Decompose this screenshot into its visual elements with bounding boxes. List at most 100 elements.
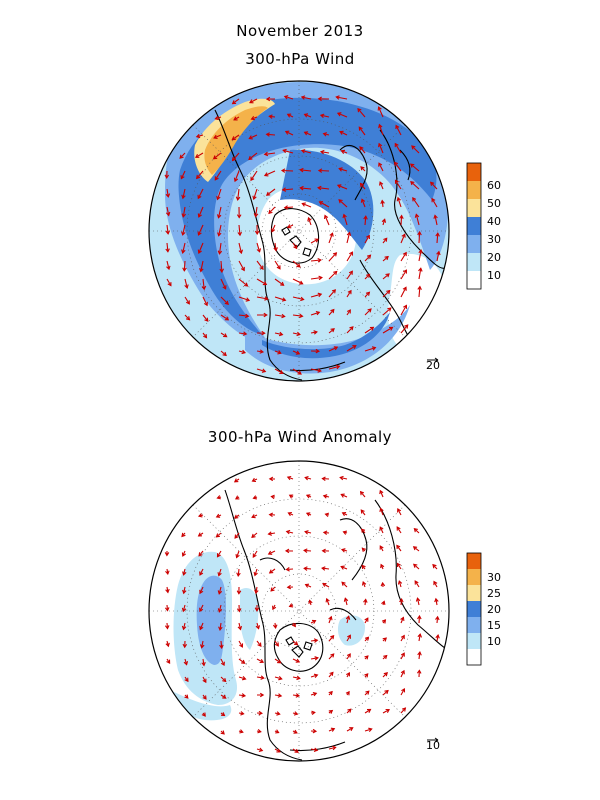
wind-vector-head xyxy=(237,231,242,237)
wind-vector-head xyxy=(321,548,326,554)
wind-vector-head xyxy=(166,659,171,665)
wind-vector-head xyxy=(203,334,208,339)
wind-vector-head xyxy=(241,693,247,698)
wind-vector-head xyxy=(364,617,369,622)
wind-vector-head xyxy=(201,712,206,717)
wind-vector-head xyxy=(328,709,334,714)
wind-vector-head xyxy=(341,581,346,586)
wind-vector-head xyxy=(165,230,171,235)
wind-vector xyxy=(310,293,322,298)
wind-vector-head xyxy=(265,96,271,102)
wind-vector-head xyxy=(336,184,342,189)
wind-vector xyxy=(341,581,348,588)
wind-vector-head xyxy=(282,148,287,154)
wind-vector xyxy=(255,206,258,217)
wind-vector-head xyxy=(277,693,283,698)
wind-vector-head xyxy=(217,572,222,577)
wind-vector-head xyxy=(313,747,319,753)
wind-vector-head xyxy=(311,710,316,716)
wind-vector xyxy=(418,250,422,262)
wind-vector xyxy=(364,326,374,334)
wind-vector xyxy=(213,134,222,139)
wind-vector xyxy=(219,622,222,630)
wind-vector xyxy=(199,568,204,576)
wind-vector xyxy=(400,688,405,696)
wind-vector xyxy=(310,368,322,372)
wind-vector-head xyxy=(286,224,292,229)
colorbar2-swatch-3 xyxy=(467,601,481,617)
map-border xyxy=(148,460,450,762)
wind-vector-head xyxy=(414,213,420,218)
colorbar2-frame xyxy=(466,552,482,666)
wind-vector-head xyxy=(435,615,440,621)
wind-vector-head xyxy=(199,644,205,649)
wind-vector-head xyxy=(199,607,204,613)
shade-30-40 xyxy=(178,97,437,335)
wind-vector-head xyxy=(435,232,440,237)
wind-vector-head xyxy=(365,690,370,695)
wind-vector xyxy=(326,598,330,606)
wind-vector xyxy=(310,276,322,280)
wind-vector-head xyxy=(338,199,343,204)
wind-vector-head xyxy=(248,135,253,140)
wind-vector-head xyxy=(251,514,256,519)
wind-vector-head xyxy=(199,625,204,631)
wind-vector xyxy=(220,278,227,290)
wind-vector-head xyxy=(249,99,254,104)
wind-vector-head xyxy=(164,607,170,612)
shade-50-60 xyxy=(204,106,268,175)
wind-vector xyxy=(382,307,392,316)
panel1-title: 300-hPa Wind xyxy=(245,50,355,68)
wind-vector-head xyxy=(377,106,382,111)
wind-vector-head xyxy=(257,642,262,647)
colorbar1-frame xyxy=(466,162,482,290)
wind-vector-head xyxy=(164,174,170,179)
wind-vector-head xyxy=(236,214,242,219)
wind-vector xyxy=(268,550,276,555)
wind-vector-head xyxy=(258,747,264,753)
wind-vector-head xyxy=(220,712,226,717)
wind-vector xyxy=(202,314,209,322)
wind-vector-head xyxy=(215,533,220,538)
wind-vector xyxy=(328,289,336,298)
wind-vector-head xyxy=(213,134,218,139)
wind-vector xyxy=(410,181,420,190)
wind-vector xyxy=(396,526,402,534)
anomaly-colorbar: 30 25 20 15 10 xyxy=(466,552,501,666)
wind-vector-head xyxy=(244,313,250,319)
wind-vector-head xyxy=(335,364,341,370)
wind-vector-head xyxy=(164,625,170,630)
wind-vector-head xyxy=(381,600,386,606)
wind-vector xyxy=(397,508,402,516)
wind-vector-head xyxy=(304,530,309,535)
wind-vector xyxy=(328,328,335,334)
wind-vector-head xyxy=(240,266,245,272)
wind-vector xyxy=(379,181,384,190)
wind-vector-head xyxy=(281,187,287,192)
wind-vector-head xyxy=(342,530,348,535)
wind-vector xyxy=(413,563,420,570)
wind-vector xyxy=(292,350,300,355)
wind-vector-head xyxy=(263,172,269,177)
wind-vector xyxy=(336,96,348,100)
wind-vector xyxy=(256,676,264,679)
wind-vector-head xyxy=(181,607,187,613)
wind-vector-head xyxy=(254,607,260,612)
wind-vector-head xyxy=(184,677,189,683)
wind-vector-head xyxy=(313,330,318,335)
wind-vector xyxy=(198,206,204,218)
wind-vector-head xyxy=(233,116,238,121)
wind-vector xyxy=(220,640,223,649)
wind-vector-head xyxy=(328,690,333,696)
wind-vector-head xyxy=(253,571,258,577)
wind-vector xyxy=(237,188,240,200)
wind-vector xyxy=(396,545,402,552)
wind-vector xyxy=(166,224,169,234)
wind-vector xyxy=(328,746,336,750)
wind-vector-head xyxy=(203,301,208,307)
wind-vector xyxy=(271,224,276,232)
wind-vector-head xyxy=(417,651,422,656)
wind-vector-head xyxy=(240,711,245,716)
wind-vector xyxy=(292,676,300,679)
wind-vector xyxy=(238,260,245,271)
